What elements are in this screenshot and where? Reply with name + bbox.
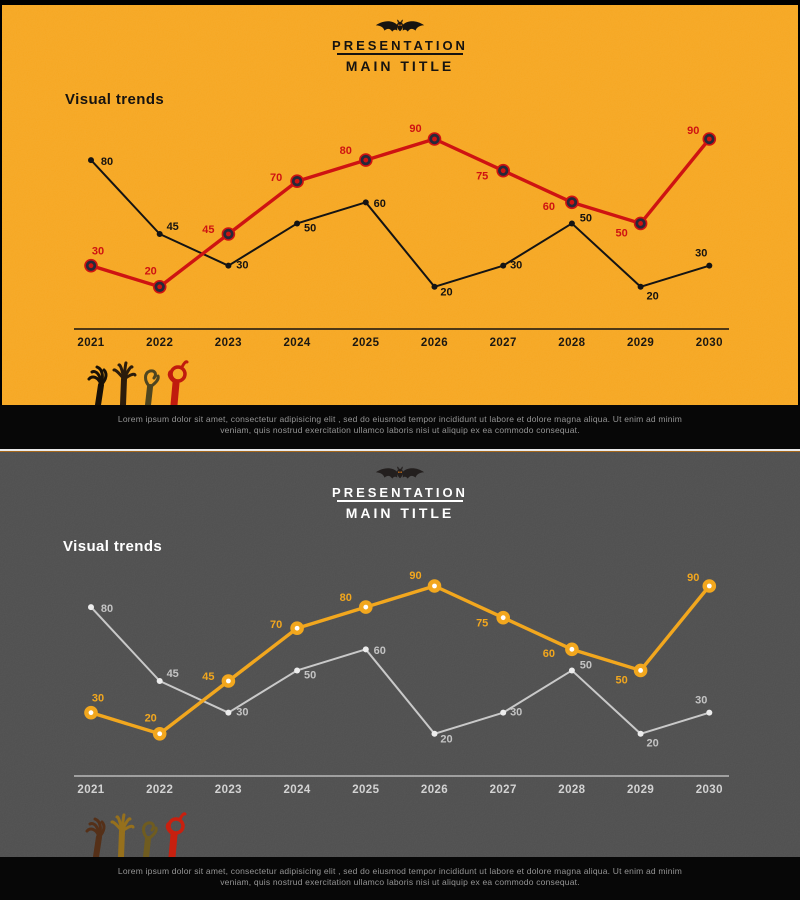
svg-text:30: 30 — [92, 246, 104, 258]
svg-text:2026: 2026 — [421, 337, 448, 349]
footer-strip: Lorem ipsum dolor sit amet, consectetur … — [0, 857, 800, 900]
svg-text:20: 20 — [440, 287, 452, 299]
svg-text:2023: 2023 — [215, 337, 242, 349]
svg-text:45: 45 — [167, 668, 179, 680]
svg-text:2021: 2021 — [77, 784, 104, 796]
svg-text:2026: 2026 — [421, 784, 448, 796]
svg-text:30: 30 — [236, 707, 248, 719]
zombie-hand-2 — [110, 813, 135, 857]
svg-text:80: 80 — [101, 156, 113, 168]
footer-text: Lorem ipsum dolor sit amet, consectetur … — [0, 857, 800, 888]
zombie-hands-graphic — [87, 360, 189, 405]
svg-text:60: 60 — [543, 201, 555, 213]
svg-text:90: 90 — [687, 125, 699, 137]
footer-text-line2: veniam, quis nostrud exercitation ullamc… — [220, 877, 580, 887]
zombie-hand-1 — [87, 365, 108, 405]
svg-text:70: 70 — [270, 172, 282, 184]
svg-text:30: 30 — [92, 693, 104, 705]
svg-text:2022: 2022 — [146, 784, 173, 796]
slide-separator-accent — [0, 451, 800, 452]
section-label: Visual trends — [65, 91, 165, 108]
svg-text:2025: 2025 — [352, 784, 379, 796]
svg-text:20: 20 — [440, 734, 452, 746]
footer-text-line1: Lorem ipsum dolor sit amet, consectetur … — [117, 414, 683, 424]
svg-text:50: 50 — [580, 212, 592, 224]
svg-text:90: 90 — [409, 570, 421, 582]
svg-text:2027: 2027 — [490, 784, 517, 796]
slide-light: PRESENTATION MAIN TITLE Visual trends 20… — [0, 0, 800, 449]
svg-text:90: 90 — [687, 572, 699, 584]
svg-text:2024: 2024 — [284, 784, 311, 796]
header-divider — [337, 500, 463, 502]
svg-text:2030: 2030 — [696, 784, 723, 796]
svg-text:45: 45 — [167, 221, 179, 233]
section-label: Visual trends — [63, 538, 163, 555]
svg-text:60: 60 — [543, 648, 555, 660]
svg-text:2023: 2023 — [215, 784, 242, 796]
svg-text:70: 70 — [270, 619, 282, 631]
presentation-label: PRESENTATION — [332, 38, 468, 53]
main-title: MAIN TITLE — [345, 58, 455, 74]
zombie-hand-3 — [142, 821, 158, 857]
svg-text:2030: 2030 — [696, 337, 723, 349]
footer-text: Lorem ipsum dolor sit amet, consectetur … — [0, 405, 800, 436]
svg-text:20: 20 — [145, 266, 157, 278]
zombie-hand-3 — [144, 369, 160, 405]
svg-text:2027: 2027 — [490, 337, 517, 349]
svg-text:2029: 2029 — [627, 784, 654, 796]
svg-text:75: 75 — [476, 171, 488, 183]
zombie-hand-1 — [85, 817, 106, 857]
svg-text:60: 60 — [374, 645, 386, 657]
main-title: MAIN TITLE — [345, 505, 455, 521]
svg-text:50: 50 — [580, 659, 592, 671]
svg-text:2024: 2024 — [284, 337, 311, 349]
bat-icon — [375, 466, 425, 479]
svg-text:45: 45 — [202, 671, 214, 683]
svg-text:2028: 2028 — [558, 784, 585, 796]
slide-dark: PRESENTATION MAIN TITLE Visual trends 20… — [0, 449, 800, 900]
svg-text:50: 50 — [304, 222, 316, 234]
svg-text:20: 20 — [646, 291, 658, 303]
zombie-hands-graphic — [85, 812, 187, 857]
zombie-hand-4 — [167, 360, 189, 405]
zombie-hand-2 — [112, 361, 137, 405]
svg-text:2025: 2025 — [352, 337, 379, 349]
svg-text:20: 20 — [646, 738, 658, 750]
svg-text:60: 60 — [374, 198, 386, 210]
svg-text:80: 80 — [340, 592, 352, 604]
svg-text:30: 30 — [236, 260, 248, 272]
bat-icon — [375, 19, 425, 32]
trend-line-chart: 2021 2022 2023 2024 2025 2026 2027 2028 2029 2030… — [74, 123, 729, 349]
svg-text:50: 50 — [615, 674, 627, 686]
svg-text:2028: 2028 — [558, 337, 585, 349]
trend-line-chart: 2021 2022 2023 2024 2025 2026 2027 2028 2029 2030… — [74, 570, 729, 796]
svg-text:30: 30 — [510, 707, 522, 719]
svg-text:45: 45 — [202, 224, 214, 236]
svg-text:30: 30 — [510, 260, 522, 272]
svg-text:2029: 2029 — [627, 337, 654, 349]
svg-text:50: 50 — [304, 669, 316, 681]
header-divider — [337, 53, 463, 55]
footer-text-line1: Lorem ipsum dolor sit amet, consectetur … — [117, 866, 683, 876]
svg-text:30: 30 — [695, 695, 707, 707]
svg-text:30: 30 — [695, 248, 707, 260]
slide-dark-canvas: PRESENTATION MAIN TITLE Visual trends 20… — [0, 452, 800, 857]
svg-text:50: 50 — [615, 227, 627, 239]
svg-text:2021: 2021 — [77, 337, 104, 349]
svg-text:90: 90 — [409, 123, 421, 135]
slide-light-canvas: PRESENTATION MAIN TITLE Visual trends 20… — [2, 5, 798, 405]
svg-text:80: 80 — [340, 145, 352, 157]
presentation-label: PRESENTATION — [332, 485, 468, 500]
slide-separator-line — [0, 449, 800, 451]
svg-text:75: 75 — [476, 618, 488, 630]
footer-strip: Lorem ipsum dolor sit amet, consectetur … — [0, 405, 800, 449]
footer-text-line2: veniam, quis nostrud exercitation ullamc… — [220, 425, 580, 435]
zombie-hand-4 — [165, 812, 187, 857]
svg-text:2022: 2022 — [146, 337, 173, 349]
svg-text:80: 80 — [101, 603, 113, 615]
svg-text:20: 20 — [145, 713, 157, 725]
